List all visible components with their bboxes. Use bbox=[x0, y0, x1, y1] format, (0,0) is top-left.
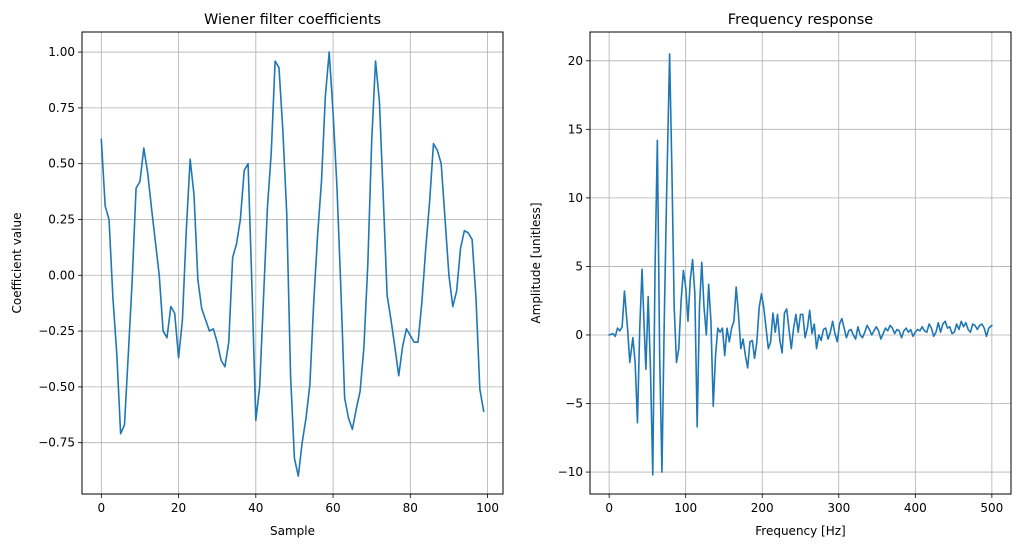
wiener-title: Wiener filter coefficients bbox=[204, 12, 381, 28]
wiener-axes-frame bbox=[81, 31, 504, 495]
wiener-y-tick-label: −0.50 bbox=[38, 380, 75, 394]
frequency-response-panel: 0 100 200 300 400 500 −10 −5 0 5 10 15 20 Frequency … bbox=[529, 12, 1012, 538]
wiener-x-tick-label: 0 bbox=[97, 501, 105, 515]
frequency-y-tick-label: −10 bbox=[558, 465, 583, 479]
frequency-series-line bbox=[608, 53, 993, 476]
frequency-y-tick-label: 0 bbox=[575, 328, 583, 342]
wiener-x-tick-label: 20 bbox=[171, 501, 186, 515]
frequency-x-tick-label: 200 bbox=[751, 501, 774, 515]
frequency-x-axis-label: Frequency [Hz] bbox=[755, 524, 846, 538]
frequency-y-tick-label: 15 bbox=[568, 122, 583, 136]
frequency-ticks: 0 100 200 300 400 500 −10 −5 0 5 10 15 20 bbox=[558, 54, 1004, 515]
frequency-title: Frequency response bbox=[728, 12, 873, 28]
wiener-x-tick-label: 100 bbox=[476, 501, 499, 515]
frequency-grid bbox=[590, 32, 1011, 494]
frequency-x-tick-label: 300 bbox=[827, 501, 850, 515]
wiener-series-line bbox=[100, 51, 485, 477]
wiener-y-tick-label: −0.25 bbox=[38, 324, 75, 338]
frequency-x-tick-label: 0 bbox=[605, 501, 613, 515]
wiener-y-tick-label: 0.50 bbox=[48, 157, 75, 171]
frequency-y-tick-label: 5 bbox=[575, 259, 583, 273]
frequency-series-layer bbox=[608, 53, 993, 476]
wiener-series-layer bbox=[100, 51, 485, 477]
wiener-y-tick-label: 0.25 bbox=[48, 212, 75, 226]
wiener-y-tick-label: 1.00 bbox=[48, 45, 75, 59]
wiener-x-tick-label: 80 bbox=[403, 501, 418, 515]
wiener-coefficients-panel: 0 20 40 60 80 100 −0.75 −0.50 −0.25 0.00 0.25 0.50 0… bbox=[10, 12, 504, 538]
wiener-x-tick-label: 60 bbox=[325, 501, 340, 515]
frequency-x-tick-label: 500 bbox=[980, 501, 1003, 515]
frequency-y-axis-label: Amplitude [unitless] bbox=[529, 202, 543, 323]
frequency-x-tick-label: 400 bbox=[904, 501, 927, 515]
frequency-y-tick-label: 10 bbox=[568, 191, 583, 205]
wiener-y-tick-label: −0.75 bbox=[38, 436, 75, 450]
wiener-y-tick-label: 0.75 bbox=[48, 101, 75, 115]
frequency-y-tick-label: 20 bbox=[568, 54, 583, 68]
wiener-x-tick-label: 40 bbox=[248, 501, 263, 515]
frequency-x-tick-label: 100 bbox=[674, 501, 697, 515]
frequency-y-tick-label: −5 bbox=[565, 397, 583, 411]
wiener-y-tick-label: 0.00 bbox=[48, 268, 75, 282]
wiener-x-axis-label: Sample bbox=[270, 524, 315, 538]
wiener-ticks: 0 20 40 60 80 100 −0.75 −0.50 −0.25 0.00 0.25 0.50 0… bbox=[38, 45, 499, 515]
frequency-axes-frame bbox=[589, 31, 1012, 495]
wiener-y-axis-label: Coefficient value bbox=[10, 213, 24, 314]
